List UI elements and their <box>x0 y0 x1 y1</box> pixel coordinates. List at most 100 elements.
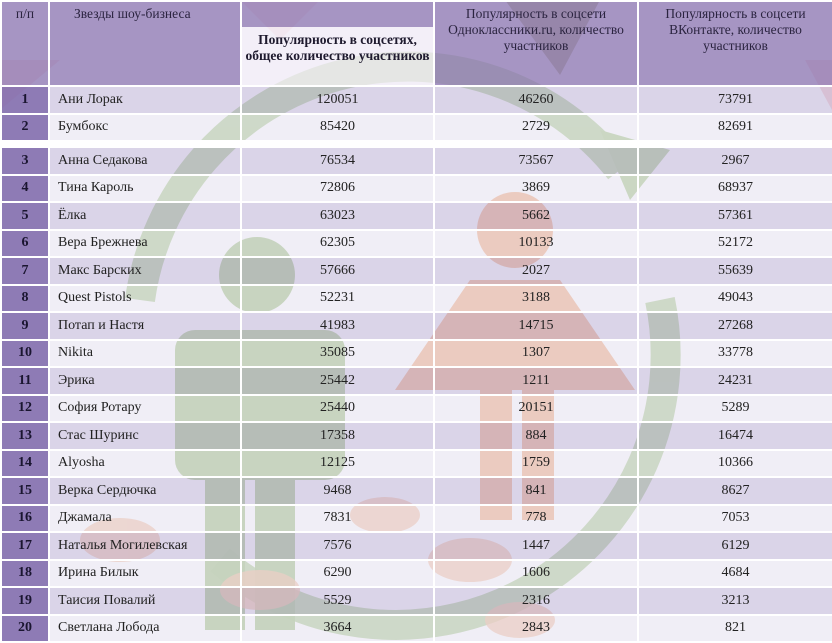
table-header-row: п/п Звезды шоу-бизнеса Популярность в со… <box>0 0 832 87</box>
table-row: 14 Alyosha 12125 1759 10366 <box>0 448 832 478</box>
table-row: 12 София Ротару 25440 20151 5289 <box>0 393 832 423</box>
table-row: 1 Ани Лорак 120051 46260 73791 <box>0 85 832 115</box>
odnoklassniki-count: 841 <box>433 476 639 506</box>
odnoklassniki-count: 1447 <box>433 531 639 561</box>
header-vkontakte: Популярность в соцсети ВКонтакте, количе… <box>637 0 832 87</box>
star-name: Бумбокс <box>48 112 242 142</box>
star-name: Джамала <box>48 503 242 533</box>
vkontakte-count: 7053 <box>637 503 832 533</box>
table-row: 10 Nikita 35085 1307 33778 <box>0 338 832 368</box>
total-count: 6290 <box>240 558 435 588</box>
star-name: Светлана Лобода <box>48 613 242 643</box>
row-number: 18 <box>0 558 50 588</box>
vkontakte-count: 8627 <box>637 476 832 506</box>
vkontakte-count: 6129 <box>637 531 832 561</box>
star-name: Потап и Настя <box>48 311 242 341</box>
row-number: 2 <box>0 112 50 142</box>
header-stars: Звезды шоу-бизнеса <box>48 0 242 87</box>
vkontakte-count: 68937 <box>637 173 832 203</box>
row-number: 19 <box>0 586 50 616</box>
row-number: 15 <box>0 476 50 506</box>
star-name: Стас Шуринс <box>48 421 242 451</box>
table-row: 18 Ирина Билык 6290 1606 4684 <box>0 558 832 588</box>
vkontakte-count: 57361 <box>637 201 832 231</box>
total-count: 120051 <box>240 85 435 115</box>
vkontakte-count: 52172 <box>637 228 832 258</box>
total-count: 5529 <box>240 586 435 616</box>
row-number: 12 <box>0 393 50 423</box>
total-count: 57666 <box>240 256 435 286</box>
odnoklassniki-count: 1606 <box>433 558 639 588</box>
vkontakte-count: 49043 <box>637 283 832 313</box>
table-row: 16 Джамала 7831 778 7053 <box>0 503 832 533</box>
total-count: 25442 <box>240 366 435 396</box>
star-name: Эрика <box>48 366 242 396</box>
table-gap-cell <box>1 141 832 147</box>
odnoklassniki-count: 3869 <box>433 173 639 203</box>
odnoklassniki-count: 10133 <box>433 228 639 258</box>
odnoklassniki-count: 884 <box>433 421 639 451</box>
table-row: 6 Вера Брежнева 62305 10133 52172 <box>0 228 832 258</box>
table-row: 9 Потап и Настя 41983 14715 27268 <box>0 311 832 341</box>
row-number: 7 <box>0 256 50 286</box>
vkontakte-count: 24231 <box>637 366 832 396</box>
vkontakte-count: 4684 <box>637 558 832 588</box>
row-number: 14 <box>0 448 50 478</box>
header-total: Популярность в соцсетях, общее количеств… <box>240 0 435 87</box>
star-name: Верка Сердючка <box>48 476 242 506</box>
vkontakte-count: 16474 <box>637 421 832 451</box>
odnoklassniki-count: 14715 <box>433 311 639 341</box>
total-count: 63023 <box>240 201 435 231</box>
table-row: 15 Верка Сердючка 9468 841 8627 <box>0 476 832 506</box>
total-count: 76534 <box>240 146 435 176</box>
star-name: Макс Барских <box>48 256 242 286</box>
total-count: 25440 <box>240 393 435 423</box>
row-number: 17 <box>0 531 50 561</box>
odnoklassniki-count: 2729 <box>433 112 639 142</box>
total-count: 7576 <box>240 531 435 561</box>
odnoklassniki-count: 1759 <box>433 448 639 478</box>
total-count: 3664 <box>240 613 435 643</box>
total-count: 85420 <box>240 112 435 142</box>
vkontakte-count: 821 <box>637 613 832 643</box>
vkontakte-count: 33778 <box>637 338 832 368</box>
total-count: 7831 <box>240 503 435 533</box>
odnoklassniki-count: 73567 <box>433 146 639 176</box>
row-number: 11 <box>0 366 50 396</box>
table-row: 17 Наталья Могилевская 7576 1447 6129 <box>0 531 832 561</box>
table-row: 2 Бумбокс 85420 2729 82691 <box>0 112 832 142</box>
table-row: 3 Анна Седакова 76534 73567 2967 <box>0 146 832 176</box>
row-number: 8 <box>0 283 50 313</box>
star-name: Alyosha <box>48 448 242 478</box>
star-name: София Ротару <box>48 393 242 423</box>
total-count: 62305 <box>240 228 435 258</box>
table-row: 8 Quest Pistols 52231 3188 49043 <box>0 283 832 313</box>
row-number: 3 <box>0 146 50 176</box>
vkontakte-count: 73791 <box>637 85 832 115</box>
vkontakte-count: 27268 <box>637 311 832 341</box>
table-row: 5 Ёлка 63023 5662 57361 <box>0 201 832 231</box>
odnoklassniki-count: 20151 <box>433 393 639 423</box>
row-number: 1 <box>0 85 50 115</box>
star-name: Таисия Повалий <box>48 586 242 616</box>
odnoklassniki-count: 1307 <box>433 338 639 368</box>
vkontakte-count: 55639 <box>637 256 832 286</box>
vkontakte-count: 5289 <box>637 393 832 423</box>
table-row: 19 Таисия Повалий 5529 2316 3213 <box>0 586 832 616</box>
vkontakte-count: 2967 <box>637 146 832 176</box>
total-count: 41983 <box>240 311 435 341</box>
row-number: 20 <box>0 613 50 643</box>
star-name: Nikita <box>48 338 242 368</box>
total-count: 17358 <box>240 421 435 451</box>
table-row: 13 Стас Шуринс 17358 884 16474 <box>0 421 832 451</box>
table-row: 11 Эрика 25442 1211 24231 <box>0 366 832 396</box>
vkontakte-count: 82691 <box>637 112 832 142</box>
total-count: 35085 <box>240 338 435 368</box>
header-total-label: Популярность в соцсетях, общее количеств… <box>243 27 432 84</box>
row-number: 4 <box>0 173 50 203</box>
star-name: Тина Кароль <box>48 173 242 203</box>
row-number: 16 <box>0 503 50 533</box>
table-row: 20 Светлана Лобода 3664 2843 821 <box>0 613 832 643</box>
odnoklassniki-count: 46260 <box>433 85 639 115</box>
